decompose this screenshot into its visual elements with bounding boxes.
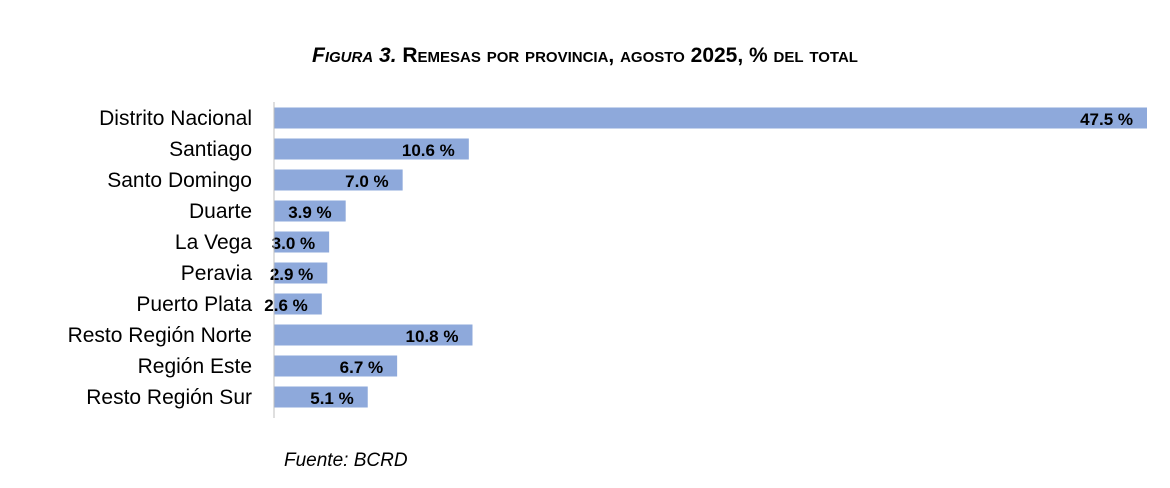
bars-layer bbox=[274, 107, 1147, 408]
bar bbox=[274, 386, 368, 408]
data-label: 3.9 % bbox=[288, 203, 331, 222]
category-label: Resto Región Norte bbox=[68, 324, 252, 347]
bar bbox=[274, 324, 473, 346]
category-label: Santiago bbox=[169, 138, 252, 161]
category-label: Puerto Plata bbox=[136, 293, 252, 316]
chart-title: Figura 3. Remesas por provincia, agosto … bbox=[0, 44, 1170, 68]
data-label: 2.6 % bbox=[264, 296, 307, 315]
data-label: 10.6 % bbox=[402, 141, 455, 160]
data-label: 47.5 % bbox=[1080, 110, 1133, 129]
bar bbox=[274, 107, 1147, 129]
bar bbox=[274, 138, 469, 160]
bar bbox=[274, 355, 398, 377]
category-label: La Vega bbox=[175, 231, 252, 254]
data-label: 5.1 % bbox=[310, 389, 353, 408]
category-label: Región Este bbox=[138, 355, 252, 378]
bar bbox=[274, 169, 403, 191]
data-label: 2.9 % bbox=[270, 265, 313, 284]
bar bbox=[274, 262, 328, 284]
category-label: Distrito Nacional bbox=[99, 107, 252, 130]
bar bbox=[274, 293, 322, 315]
bar bbox=[274, 200, 346, 222]
chart-title-prefix: Figura 3. bbox=[312, 44, 397, 67]
category-label: Peravia bbox=[181, 262, 253, 285]
data-label: 6.7 % bbox=[340, 358, 383, 377]
data-labels-layer: 47.5 % 10.6 % 7.0 % 3.9 % 3.0 % 2.9 % 2.6 % 10.… bbox=[264, 110, 1133, 408]
bar bbox=[274, 231, 330, 253]
data-label: 3.0 % bbox=[272, 234, 315, 253]
category-labels-layer: Distrito Nacional Santiago Santo Domingo Du… bbox=[68, 107, 253, 409]
category-label: Duarte bbox=[189, 200, 252, 223]
category-label: Resto Región Sur bbox=[86, 386, 252, 409]
data-label: 7.0 % bbox=[345, 172, 388, 191]
source-note: Fuente: BCRD bbox=[284, 450, 408, 471]
category-label: Santo Domingo bbox=[107, 169, 252, 192]
chart-title-main: Remesas por provincia, agosto 2025, % de… bbox=[402, 44, 858, 67]
data-label: 10.8 % bbox=[406, 327, 459, 346]
